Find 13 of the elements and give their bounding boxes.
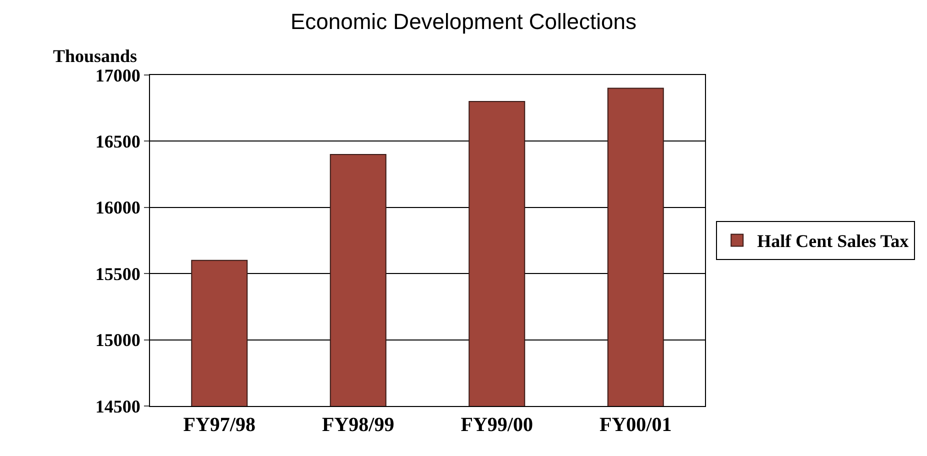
x-tick-label: FY00/01 <box>600 414 672 436</box>
y-axis-title: Thousands <box>53 46 138 66</box>
y-tick-label: 15000 <box>95 330 140 350</box>
y-tick-label: 17000 <box>95 65 140 86</box>
chart-title: Economic Development Collections <box>290 9 637 34</box>
x-tick-label: FY98/99 <box>322 414 394 436</box>
y-tick-label: 16000 <box>95 198 140 218</box>
x-tick-label: FY97/98 <box>183 414 256 436</box>
x-tick-label: FY99/00 <box>460 414 533 436</box>
y-tick-label: 15500 <box>95 264 140 284</box>
y-tick-label: 16500 <box>95 132 140 152</box>
legend-label: Half Cent Sales Tax <box>757 231 909 252</box>
y-tick-label: 14500 <box>95 396 140 416</box>
